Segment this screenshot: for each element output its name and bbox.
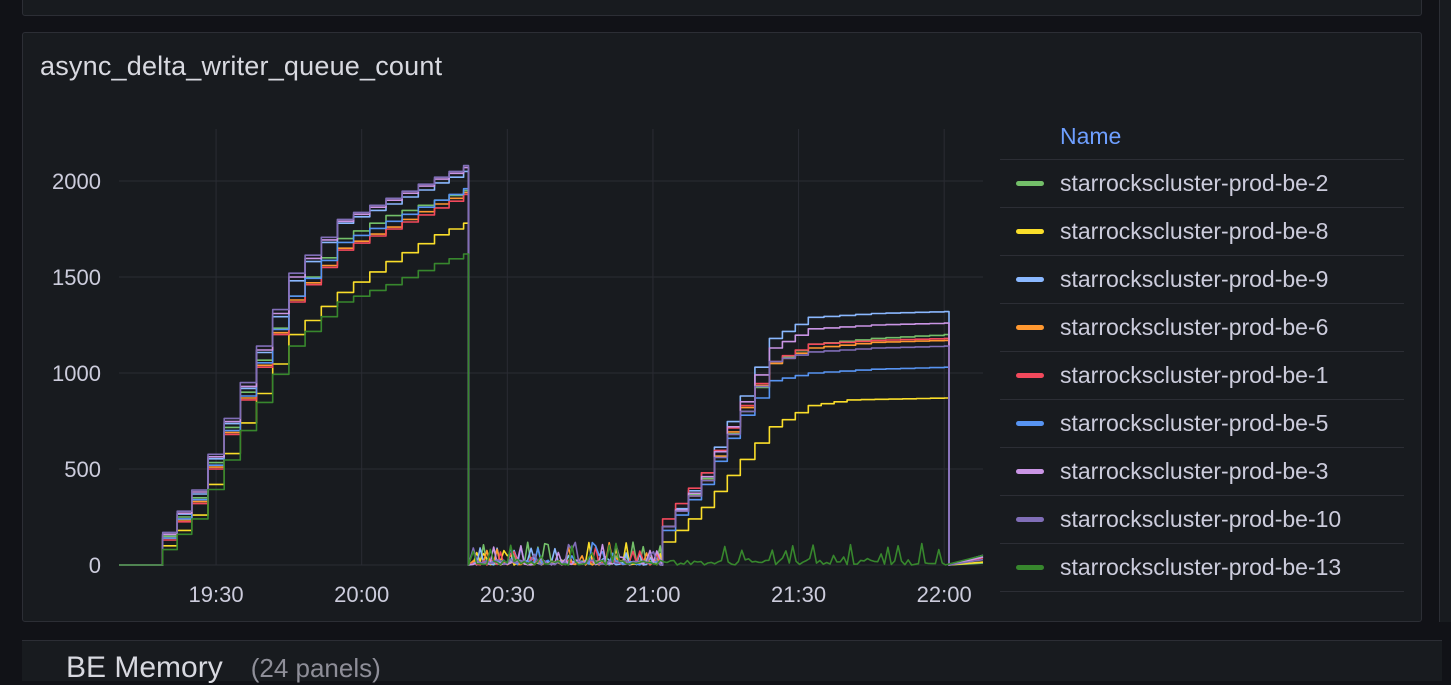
- row-panel-count: (24 panels): [250, 653, 381, 683]
- legend-swatch: [1016, 229, 1044, 234]
- legend-item[interactable]: starrockscluster-prod-be-5: [1000, 400, 1404, 448]
- legend-label: starrockscluster-prod-be-5: [1060, 410, 1329, 436]
- series-line-starrockscluster-prod-be-3[interactable]: [119, 166, 984, 566]
- legend-item[interactable]: starrockscluster-prod-be-9: [1000, 256, 1404, 304]
- x-tick-label: 20:00: [334, 582, 389, 607]
- legend-table: Name starrockscluster-prod-be-2 starrocks…: [1000, 117, 1404, 605]
- y-tick-label: 1000: [52, 361, 101, 386]
- legend-item[interactable]: starrockscluster-prod-be-3: [1000, 448, 1404, 496]
- series-line-starrockscluster-prod-be-6[interactable]: [119, 191, 984, 566]
- series-line-starrockscluster-prod-be-1[interactable]: [119, 193, 984, 566]
- legend-label: starrockscluster-prod-be-13: [1060, 554, 1342, 580]
- legend-item[interactable]: starrockscluster-prod-be-1: [1000, 352, 1404, 400]
- legend-swatch: [1016, 517, 1044, 522]
- chart-area[interactable]: 0 500 1000 1500 2000 19:30 20:00 20:30 21:00 21:…: [23, 33, 1421, 621]
- timeseries-panel[interactable]: 0 500 1000 1500 2000 19:30 20:00 20:30 21:00 21:…: [22, 32, 1422, 622]
- y-tick-label: 1500: [52, 265, 101, 290]
- legend-swatch: [1016, 325, 1044, 330]
- y-tick-label: 2000: [52, 169, 101, 194]
- x-axis-ticks: 19:30 20:00 20:30 21:00 21:30 22:00: [189, 582, 972, 607]
- legend-swatch: [1016, 373, 1044, 378]
- series-line-starrockscluster-prod-be-13[interactable]: [119, 253, 984, 566]
- legend-swatch: [1016, 421, 1044, 426]
- legend-item[interactable]: starrockscluster-prod-be-10: [1000, 496, 1404, 544]
- legend-item[interactable]: starrockscluster-prod-be-2: [1000, 160, 1404, 208]
- x-tick-label: 21:30: [771, 582, 826, 607]
- x-tick-label: 22:00: [917, 582, 972, 607]
- x-tick-label: 21:00: [625, 582, 680, 607]
- chart-series-lines: [119, 164, 984, 566]
- series-line-starrockscluster-prod-be-5[interactable]: [119, 187, 984, 566]
- legend-label: starrockscluster-prod-be-3: [1060, 458, 1329, 484]
- legend-item[interactable]: starrockscluster-prod-be-13: [1000, 544, 1404, 592]
- collapsed-row-be-memory[interactable]: BE Memory (24 panels): [22, 640, 1442, 684]
- series-line-starrockscluster-prod-be-9[interactable]: [119, 170, 984, 566]
- series-line-starrockscluster-prod-be-8[interactable]: [119, 222, 984, 566]
- y-axis-ticks: 0 500 1000 1500 2000: [52, 169, 101, 578]
- legend-swatch: [1016, 277, 1044, 282]
- series-line-starrockscluster-prod-be-10[interactable]: [119, 164, 984, 566]
- x-tick-label: 20:30: [480, 582, 535, 607]
- adjacent-panel-edge: [1439, 0, 1451, 622]
- legend-label: starrockscluster-prod-be-1: [1060, 362, 1329, 388]
- legend-header-name[interactable]: Name: [1000, 117, 1404, 160]
- legend-label: starrockscluster-prod-be-2: [1060, 170, 1329, 196]
- legend-label: starrockscluster-prod-be-10: [1060, 506, 1342, 532]
- previous-panel: [22, 0, 1422, 16]
- panel-title[interactable]: async_delta_writer_queue_count: [40, 51, 443, 81]
- series-line-starrockscluster-prod-be-2[interactable]: [119, 189, 984, 566]
- legend-label: starrockscluster-prod-be-9: [1060, 266, 1329, 292]
- legend-item[interactable]: starrockscluster-prod-be-8: [1000, 208, 1404, 256]
- legend-item[interactable]: starrockscluster-prod-be-6: [1000, 304, 1404, 352]
- x-tick-label: 19:30: [189, 582, 244, 607]
- row-title: BE Memory: [66, 651, 223, 684]
- chart-grid: [119, 129, 983, 566]
- legend-label: starrockscluster-prod-be-6: [1060, 314, 1329, 340]
- legend-swatch: [1016, 565, 1044, 570]
- legend-swatch: [1016, 469, 1044, 474]
- legend-swatch: [1016, 181, 1044, 186]
- y-tick-label: 500: [64, 457, 101, 482]
- y-tick-label: 0: [89, 553, 101, 578]
- legend-label: starrockscluster-prod-be-8: [1060, 218, 1329, 244]
